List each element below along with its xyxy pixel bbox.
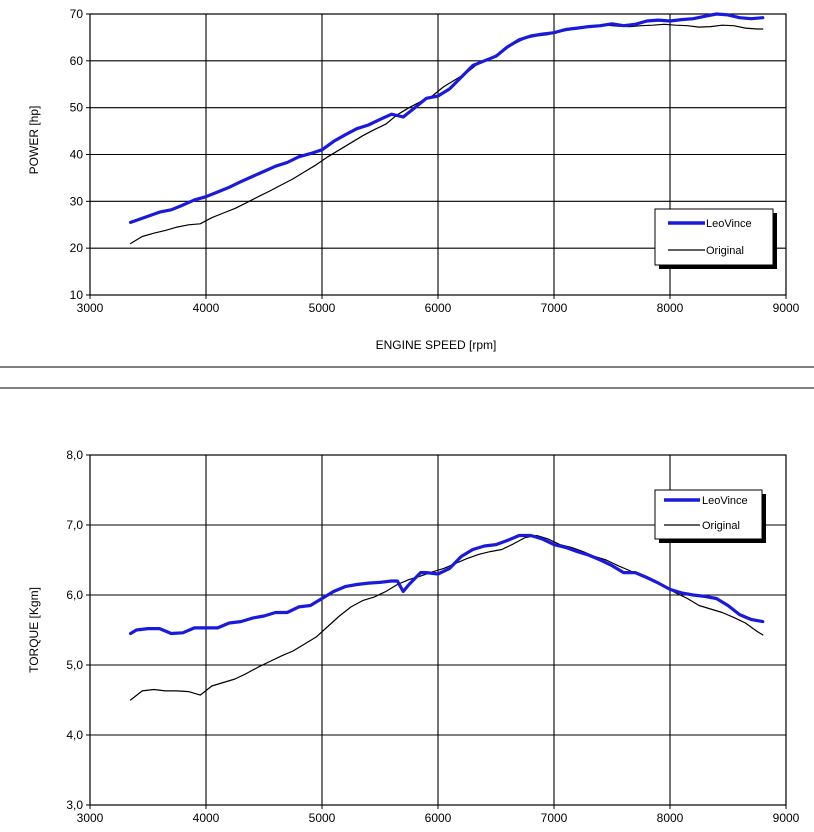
power-legend-leovince-label: LeoVince [706,218,752,230]
power-series-leovince-line [129,12,765,224]
torque-ticks: 3000 4000 5000 6000 7000 8000 9000 3,0 4,0 5,0 6,0… [66,448,799,825]
torque-x-tick-label: 5000 [309,811,336,825]
power-y-tick-label: 20 [70,241,84,255]
power-y-axis-label: POWER [hp] [27,106,41,175]
power-y-tick-label: 50 [70,101,84,115]
power-legend: LeoVince Original [654,208,777,269]
torque-series-original-line [130,534,764,701]
power-y-tick-label: 10 [70,288,84,302]
power-x-tick-label: 3000 [77,301,104,315]
torque-x-tick-label: 4000 [193,811,220,825]
torque-series-leovince-line [129,533,765,636]
torque-y-tick-label: 8,0 [66,448,83,462]
power-y-tick-label: 30 [70,194,84,208]
power-x-tick-label: 4000 [193,301,220,315]
torque-x-tick-label: 9000 [773,811,800,825]
torque-y-tick-label: 4,0 [66,728,83,742]
torque-series [129,533,765,701]
power-y-tick-label: 70 [70,7,84,21]
power-x-tick-label: 5000 [309,301,336,315]
torque-x-tick-label: 3000 [77,811,104,825]
power-x-tick-label: 8000 [657,301,684,315]
power-y-tick-label: 60 [70,54,84,68]
torque-y-tick-label: 6,0 [66,588,83,602]
torque-x-tick-label: 6000 [425,811,452,825]
power-ticks: 3000 4000 5000 6000 7000 8000 9000 10 20 30 40 50 60… [70,7,800,315]
power-y-tick-label: 40 [70,148,84,162]
torque-legend-leovince-label: LeoVince [702,495,748,507]
torque-legend-box [654,489,763,540]
torque-x-tick-label: 8000 [657,811,684,825]
torque-y-tick-label: 5,0 [66,658,83,672]
torque-x-tick-label: 7000 [541,811,568,825]
power-series-original-line [130,23,764,245]
torque-legend: LeoVince Original [654,489,766,543]
torque-y-tick-label: 7,0 [66,518,83,532]
torque-y-axis-label: TORQUE [Kgm] [27,587,41,673]
power-legend-box [654,208,774,266]
torque-legend-original-label: Original [702,520,740,532]
power-series [129,12,765,245]
power-x-tick-label: 6000 [425,301,452,315]
torque-y-tick-label: 3,0 [66,798,83,812]
power-x-tick-label: 7000 [541,301,568,315]
torque-chart: 3000 4000 5000 6000 7000 8000 9000 3,0 4,0 5,0 6,0… [27,448,800,825]
power-x-tick-label: 9000 [773,301,800,315]
power-chart: 3000 4000 5000 6000 7000 8000 9000 10 20 30 40 50 60… [27,7,800,352]
power-legend-original-label: Original [706,245,744,257]
power-x-axis-label: ENGINE SPEED [rpm] [376,338,497,352]
power-grid [86,13,787,299]
